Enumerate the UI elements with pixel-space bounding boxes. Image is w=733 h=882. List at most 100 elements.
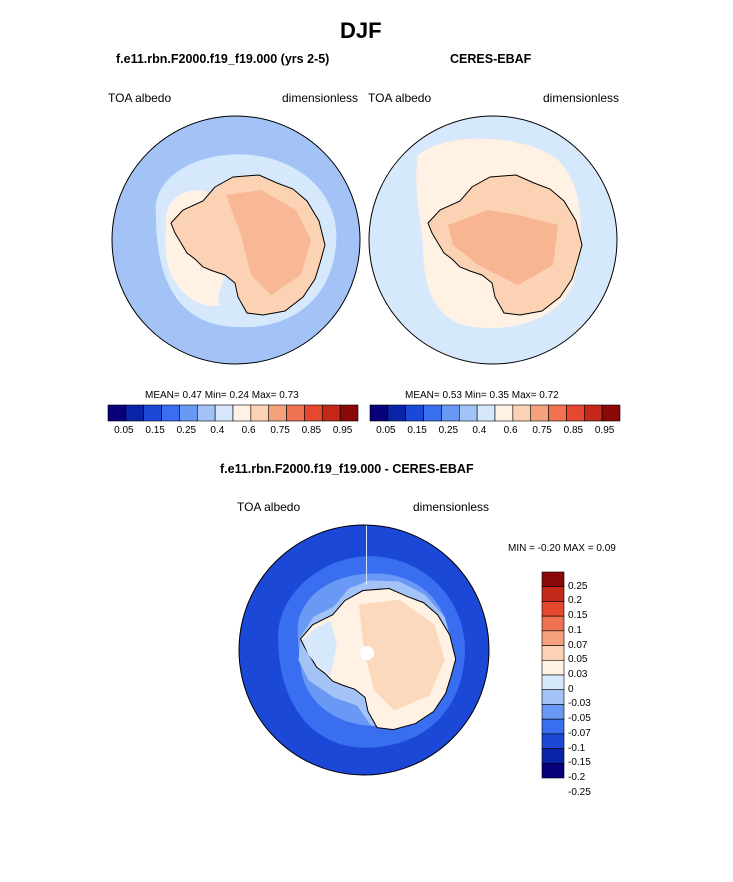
panel2-colorbar (369, 404, 621, 422)
panel2-stats: MEAN= 0.53 Min= 0.35 Max= 0.72 (405, 390, 559, 401)
page-title: DJF (340, 18, 382, 43)
diff-pole-hole (359, 645, 375, 661)
diff-colorbar-swatch (541, 645, 565, 661)
colorbar-tick-label: 0.15 (407, 425, 427, 436)
colorbar-swatch (458, 404, 478, 422)
colorbar-tick-label: 0.95 (332, 425, 353, 436)
colorbar-swatch (476, 404, 496, 422)
panel2-units-label: dimensionless (543, 91, 620, 105)
panel2-min-label: Min= (464, 390, 487, 401)
panel1-min-value: 0.24 (229, 390, 249, 401)
diff-map (238, 524, 490, 776)
colorbar-tick-label: 0.4 (210, 425, 225, 436)
panel1-min-label: Min= (204, 390, 227, 401)
colorbar-swatch (530, 404, 549, 422)
colorbar-tick-label: 0.6 (503, 425, 518, 436)
colorbar-swatch (196, 404, 216, 422)
diff-colorbar-swatch (541, 659, 565, 676)
panel1-colorbar-ticks: 0.05 0.15 0.25 0.4 0.6 0.75 0.85 0.95 (108, 425, 358, 437)
colorbar-swatch (286, 404, 305, 422)
panel1-mean-label: MEAN= (145, 390, 180, 401)
panel2-mean-value: 0.53 (442, 390, 462, 401)
colorbar-swatch (512, 404, 532, 422)
panel1-max-value: 0.73 (279, 390, 299, 401)
diff-colorbar-swatch (541, 762, 565, 779)
panel1-map (111, 115, 361, 365)
diff-units-label: dimensionless (413, 500, 490, 514)
diff-colorbar-tick-label: -0.03 (568, 698, 591, 710)
diff-colorbar-tick-label: -0.1 (568, 742, 586, 754)
colorbar-swatch (548, 404, 567, 422)
panel2-colorbar-ticks: 0.05 0.15 0.25 0.4 0.6 0.75 0.85 0.95 (370, 425, 620, 437)
colorbar-tick-label: 0.85 (563, 425, 584, 436)
panel1-title: f.e11.rbn.F2000.f19_f19.000 (yrs 2-5) (116, 52, 330, 66)
colorbar-swatch (304, 404, 323, 422)
colorbar-swatch (339, 404, 359, 422)
colorbar-swatch (405, 404, 424, 422)
diff-colorbar-swatch (541, 601, 565, 617)
colorbar-swatch (601, 404, 621, 422)
colorbar-swatch (494, 404, 514, 422)
colorbar-swatch (143, 404, 162, 422)
panel2-max-value: 0.72 (539, 390, 559, 401)
colorbar-swatch (125, 404, 145, 422)
colorbar-swatch (179, 404, 198, 422)
diff-colorbar-tick-label: -0.15 (568, 757, 591, 769)
colorbar-swatch (423, 404, 442, 422)
diff-coast-negative (302, 620, 337, 676)
diff-colorbar-swatch (541, 571, 565, 588)
colorbar-swatch (583, 404, 603, 422)
diff-colorbar-swatch (541, 630, 565, 646)
colorbar-swatch (268, 404, 287, 422)
colorbar-swatch (441, 404, 460, 422)
colorbar-swatch (214, 404, 234, 422)
colorbar-swatch (566, 404, 585, 422)
diff-colorbar-tick-label: 0.07 (568, 639, 588, 651)
diff-colorbar-swatch (541, 733, 565, 749)
colorbar-tick-label: 0.05 (376, 425, 396, 436)
diff-colorbar-swatch (541, 748, 565, 764)
colorbar-tick-label: 0.75 (270, 425, 290, 436)
panel1-mean-value: 0.47 (182, 390, 202, 401)
colorbar-tick-label: 0.85 (301, 425, 322, 436)
colorbar-tick-label: 0.15 (145, 425, 165, 436)
diff-colorbar-tick-label: 0.15 (568, 610, 588, 622)
diff-colorbar-tick-label: 0.1 (568, 624, 582, 636)
panel1-stats: MEAN= 0.47 Min= 0.24 Max= 0.73 (145, 390, 299, 401)
colorbar-swatch (232, 404, 252, 422)
panel2-title: CERES-EBAF (450, 52, 532, 66)
diff-minmax: MIN = -0.20 MAX = 0.09 (508, 543, 616, 554)
panel1-colorbar (107, 404, 359, 422)
colorbar-tick-label: 0.95 (594, 425, 615, 436)
diff-interior-positive (358, 599, 445, 711)
diff-variable-label: TOA albedo (237, 500, 301, 514)
panel2-interior-high (448, 210, 558, 285)
panel1-units-label: dimensionless (282, 91, 359, 105)
diff-colorbar-swatch (541, 718, 565, 735)
diff-seam (366, 525, 368, 585)
panel1-variable-label: TOA albedo (108, 91, 172, 105)
diff-colorbar-tick-label: -0.25 (568, 786, 591, 798)
diff-colorbar-tick-label: 0.05 (568, 654, 588, 666)
colorbar-tick-label: 0.25 (438, 425, 459, 436)
colorbar-tick-label: 0.6 (241, 425, 256, 436)
panel2-variable-label: TOA albedo (368, 91, 432, 105)
diff-panel-title: f.e11.rbn.F2000.f19_f19.000 - CERES-EBAF (220, 462, 474, 476)
diff-colorbar-tick-label: -0.07 (568, 727, 591, 739)
diff-colorbar-swatch (541, 674, 565, 691)
diff-colorbar-tick-label: 0.2 (568, 595, 582, 607)
diff-colorbar-swatch (541, 615, 565, 632)
panel1-interior-high (226, 190, 311, 295)
panel2-map (368, 115, 618, 365)
diff-colorbar-tick-label: -0.2 (568, 772, 586, 783)
diff-colorbar-tick-label: 0.03 (568, 669, 588, 680)
diff-colorbar-tick-label: -0.05 (568, 713, 591, 725)
diff-colorbar-ticks: 0.25 0.2 0.15 0.1 0.07 0.05 0.03 0 -0.03 -0.05 -0.… (568, 572, 608, 798)
colorbar-swatch (107, 404, 127, 422)
panel2-max-label: Max= (511, 390, 537, 401)
diff-colorbar-swatch (541, 689, 565, 705)
diff-colorbar-tick-label: 0.25 (568, 580, 588, 592)
diff-colorbar (541, 571, 565, 779)
panel2-min-value: 0.35 (489, 390, 509, 401)
colorbar-tick-label: 0.4 (472, 425, 487, 436)
